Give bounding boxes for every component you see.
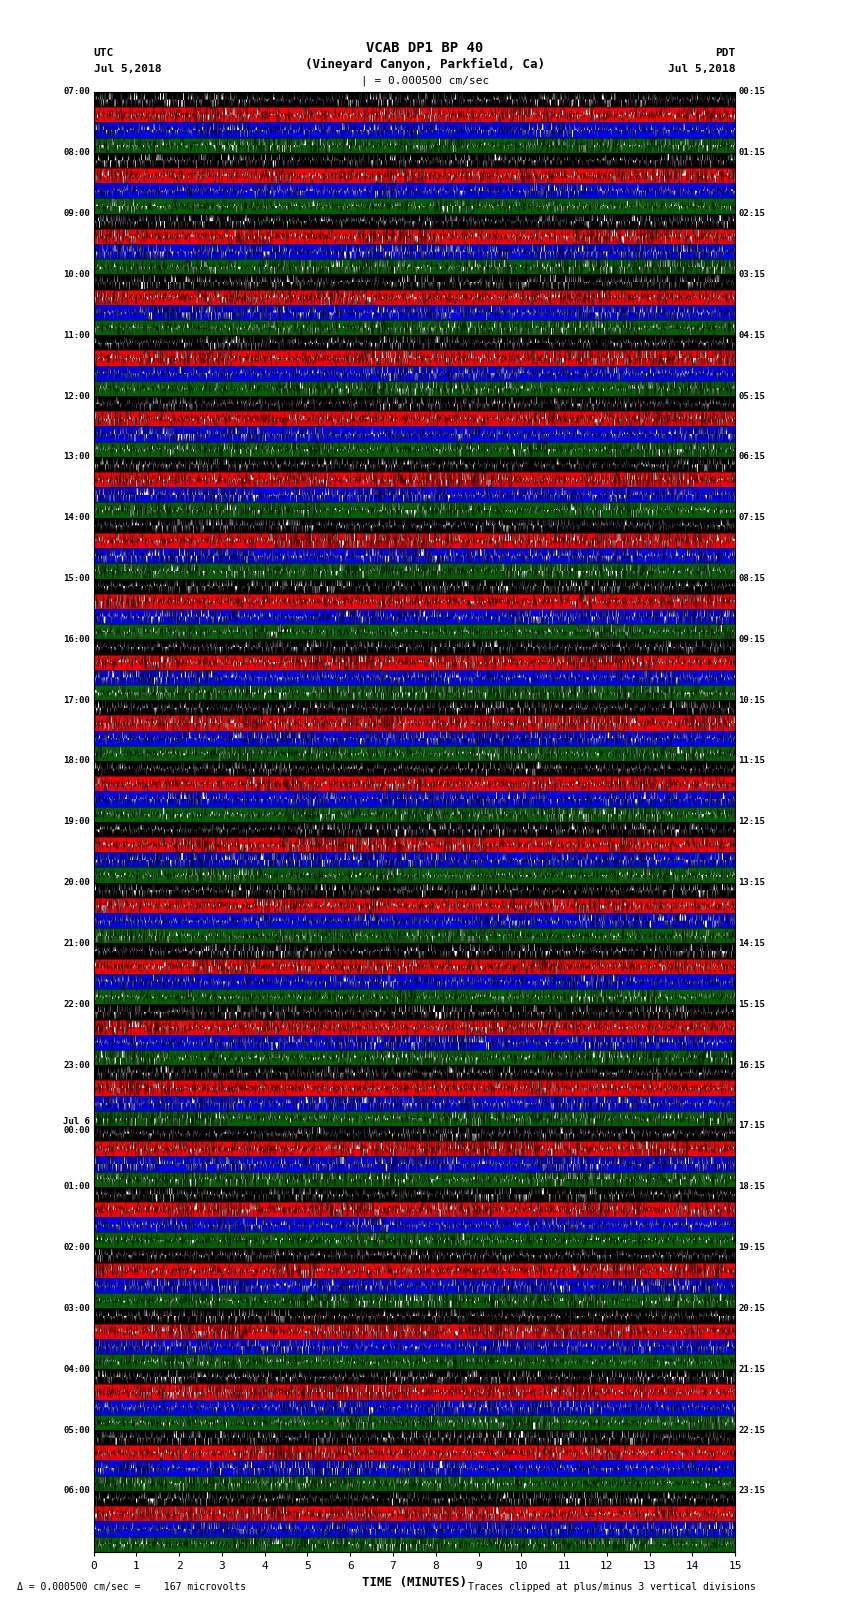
- Text: 14:15: 14:15: [739, 939, 765, 948]
- Text: 16:15: 16:15: [739, 1061, 765, 1069]
- Text: 20:00: 20:00: [64, 877, 90, 887]
- Text: 06:15: 06:15: [739, 452, 765, 461]
- Text: 09:15: 09:15: [739, 636, 765, 644]
- Text: 02:00: 02:00: [64, 1244, 90, 1252]
- Text: Traces clipped at plus/minus 3 vertical divisions: Traces clipped at plus/minus 3 vertical …: [468, 1582, 756, 1592]
- Text: 11:15: 11:15: [739, 756, 765, 766]
- Text: 05:00: 05:00: [64, 1426, 90, 1434]
- Text: | = 0.000500 cm/sec: | = 0.000500 cm/sec: [361, 76, 489, 85]
- Text: 23:00: 23:00: [64, 1061, 90, 1069]
- Text: 08:15: 08:15: [739, 574, 765, 582]
- Text: (Vineyard Canyon, Parkfield, Ca): (Vineyard Canyon, Parkfield, Ca): [305, 58, 545, 71]
- Text: 05:15: 05:15: [739, 392, 765, 400]
- Text: 00:15: 00:15: [739, 87, 765, 97]
- Text: 23:15: 23:15: [739, 1487, 765, 1495]
- Text: 20:15: 20:15: [739, 1303, 765, 1313]
- Text: Jul 5,2018: Jul 5,2018: [668, 65, 735, 74]
- Text: 15:15: 15:15: [739, 1000, 765, 1008]
- Text: Δ = 0.000500 cm/sec =    167 microvolts: Δ = 0.000500 cm/sec = 167 microvolts: [17, 1582, 246, 1592]
- Text: 15:00: 15:00: [64, 574, 90, 582]
- Text: 17:00: 17:00: [64, 695, 90, 705]
- Text: 01:00: 01:00: [64, 1182, 90, 1192]
- Text: 17:15: 17:15: [739, 1121, 765, 1131]
- Text: 21:15: 21:15: [739, 1365, 765, 1374]
- Text: 09:00: 09:00: [64, 210, 90, 218]
- Text: 06:00: 06:00: [64, 1487, 90, 1495]
- Text: VCAB DP1 BP 40: VCAB DP1 BP 40: [366, 42, 484, 55]
- Text: 03:00: 03:00: [64, 1303, 90, 1313]
- Text: Jul 6: Jul 6: [64, 1116, 90, 1126]
- Text: Jul 5,2018: Jul 5,2018: [94, 65, 161, 74]
- Text: 18:00: 18:00: [64, 756, 90, 766]
- Text: 16:00: 16:00: [64, 636, 90, 644]
- Text: UTC: UTC: [94, 48, 114, 58]
- Text: 11:00: 11:00: [64, 331, 90, 340]
- Text: PDT: PDT: [715, 48, 735, 58]
- Text: 14:00: 14:00: [64, 513, 90, 523]
- Text: 22:15: 22:15: [739, 1426, 765, 1434]
- Text: 12:15: 12:15: [739, 818, 765, 826]
- Text: 10:00: 10:00: [64, 269, 90, 279]
- Text: 13:00: 13:00: [64, 452, 90, 461]
- Text: 18:15: 18:15: [739, 1182, 765, 1192]
- Text: 22:00: 22:00: [64, 1000, 90, 1008]
- Text: 04:15: 04:15: [739, 331, 765, 340]
- Text: 04:00: 04:00: [64, 1365, 90, 1374]
- Text: 02:15: 02:15: [739, 210, 765, 218]
- Text: 13:15: 13:15: [739, 877, 765, 887]
- X-axis label: TIME (MINUTES): TIME (MINUTES): [362, 1576, 467, 1589]
- Text: 12:00: 12:00: [64, 392, 90, 400]
- Text: 01:15: 01:15: [739, 148, 765, 156]
- Text: 10:15: 10:15: [739, 695, 765, 705]
- Text: 19:00: 19:00: [64, 818, 90, 826]
- Text: 03:15: 03:15: [739, 269, 765, 279]
- Text: 21:00: 21:00: [64, 939, 90, 948]
- Text: 07:00: 07:00: [64, 87, 90, 97]
- Text: 07:15: 07:15: [739, 513, 765, 523]
- Text: 08:00: 08:00: [64, 148, 90, 156]
- Text: 19:15: 19:15: [739, 1244, 765, 1252]
- Text: 00:00: 00:00: [64, 1126, 90, 1136]
